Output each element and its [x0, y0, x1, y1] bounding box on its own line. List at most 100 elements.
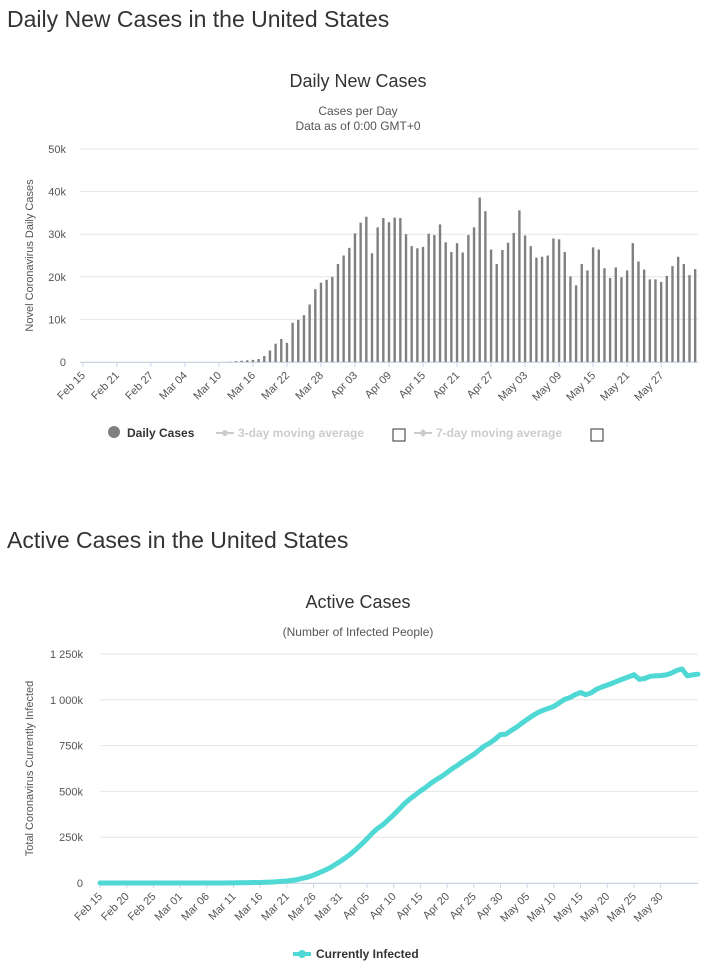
bar[interactable] — [603, 268, 606, 362]
bar[interactable] — [625, 270, 629, 362]
bar[interactable] — [393, 217, 396, 362]
legend-item-currently-infected[interactable]: Currently Infected — [293, 947, 419, 961]
bar[interactable] — [370, 253, 374, 362]
bar[interactable] — [495, 264, 498, 362]
checkbox-3day[interactable] — [392, 428, 406, 442]
y-tick-label: 750k — [59, 741, 83, 753]
bar[interactable] — [319, 282, 323, 362]
bar[interactable] — [399, 218, 402, 362]
bar[interactable] — [693, 269, 697, 362]
bar[interactable] — [648, 279, 651, 362]
bar[interactable] — [291, 322, 294, 362]
bar[interactable] — [557, 239, 561, 362]
bar[interactable] — [472, 227, 476, 362]
bar[interactable] — [376, 227, 379, 362]
bar[interactable] — [552, 238, 555, 362]
bar[interactable] — [506, 242, 510, 362]
bar[interactable] — [682, 264, 686, 362]
legend-marker — [419, 429, 427, 437]
bar[interactable] — [274, 343, 277, 362]
bar[interactable] — [365, 216, 368, 362]
x-tick-label: Apr 21 — [431, 370, 462, 401]
bar[interactable] — [546, 255, 549, 363]
y-axis-label: Novel Coronavirus Daily Cases — [24, 179, 36, 332]
bar[interactable] — [450, 252, 453, 362]
bar[interactable] — [591, 247, 595, 362]
bar[interactable] — [631, 243, 634, 362]
bar[interactable] — [637, 261, 640, 362]
legend-item-7day-average[interactable]: 7-day moving average — [414, 426, 562, 440]
bar[interactable] — [325, 279, 328, 362]
legend-item-daily-cases[interactable]: Daily Cases — [108, 426, 195, 440]
y-tick-label: 50k — [48, 144, 66, 156]
bar[interactable] — [620, 277, 623, 362]
bar[interactable] — [251, 359, 255, 362]
bar[interactable] — [671, 266, 674, 362]
bar[interactable] — [586, 270, 589, 362]
bar[interactable] — [308, 304, 311, 362]
bar[interactable] — [518, 210, 521, 362]
bar[interactable] — [438, 224, 442, 362]
bar[interactable] — [569, 276, 572, 362]
bar[interactable] — [404, 234, 408, 362]
bar[interactable] — [642, 269, 646, 362]
bar[interactable] — [461, 252, 464, 362]
bar[interactable] — [234, 361, 238, 362]
bar[interactable] — [285, 342, 289, 362]
bar[interactable] — [489, 249, 493, 362]
bar[interactable] — [688, 275, 691, 362]
bar[interactable] — [342, 255, 345, 363]
bar[interactable] — [257, 359, 260, 362]
bar[interactable] — [314, 289, 317, 362]
series-line-currently-infected[interactable] — [97, 666, 701, 886]
bar[interactable] — [484, 211, 487, 362]
bar[interactable] — [478, 197, 481, 362]
bar[interactable] — [676, 256, 680, 362]
bar[interactable] — [280, 338, 283, 362]
bar[interactable] — [523, 235, 527, 362]
bar[interactable] — [654, 279, 657, 362]
bar[interactable] — [467, 235, 470, 362]
bar[interactable] — [433, 235, 436, 362]
bar[interactable] — [535, 257, 538, 362]
bar[interactable] — [444, 242, 447, 362]
bar[interactable] — [427, 233, 430, 362]
bar[interactable] — [529, 246, 532, 362]
bar[interactable] — [455, 243, 459, 362]
bar[interactable] — [353, 233, 357, 362]
bar[interactable] — [246, 360, 249, 362]
bar[interactable] — [574, 285, 578, 362]
bar[interactable] — [387, 222, 391, 362]
bar[interactable] — [336, 264, 340, 362]
bar[interactable] — [268, 350, 272, 362]
bar[interactable] — [659, 281, 663, 362]
bar[interactable] — [614, 267, 617, 362]
bar[interactable] — [410, 246, 413, 362]
bar[interactable] — [331, 276, 334, 362]
legend-marker — [298, 950, 306, 958]
bar[interactable] — [297, 319, 300, 362]
bar[interactable] — [665, 275, 669, 362]
daily-section-title: Daily New Cases in the United States — [7, 6, 390, 32]
bar[interactable] — [421, 246, 425, 362]
bar[interactable] — [416, 248, 419, 362]
bar[interactable] — [512, 232, 515, 362]
bar[interactable] — [240, 360, 243, 362]
legend-label: Currently Infected — [316, 947, 419, 961]
bar[interactable] — [501, 249, 504, 362]
legend-item-3day-average[interactable]: 3-day moving average — [216, 426, 364, 440]
bar[interactable] — [348, 247, 351, 362]
bar[interactable] — [302, 315, 306, 362]
bar[interactable] — [563, 252, 566, 362]
bar[interactable] — [608, 278, 612, 362]
bar[interactable] — [263, 356, 266, 362]
legend-label: 7-day moving average — [436, 426, 562, 440]
active-section-title: Active Cases in the United States — [7, 527, 349, 553]
checkbox-7day[interactable] — [590, 428, 604, 442]
bar[interactable] — [597, 249, 600, 362]
bar[interactable] — [359, 222, 362, 362]
bar[interactable] — [540, 256, 544, 362]
bar[interactable] — [382, 218, 385, 362]
bar[interactable] — [580, 264, 583, 362]
x-tick-label: Apr 15 — [397, 370, 428, 401]
